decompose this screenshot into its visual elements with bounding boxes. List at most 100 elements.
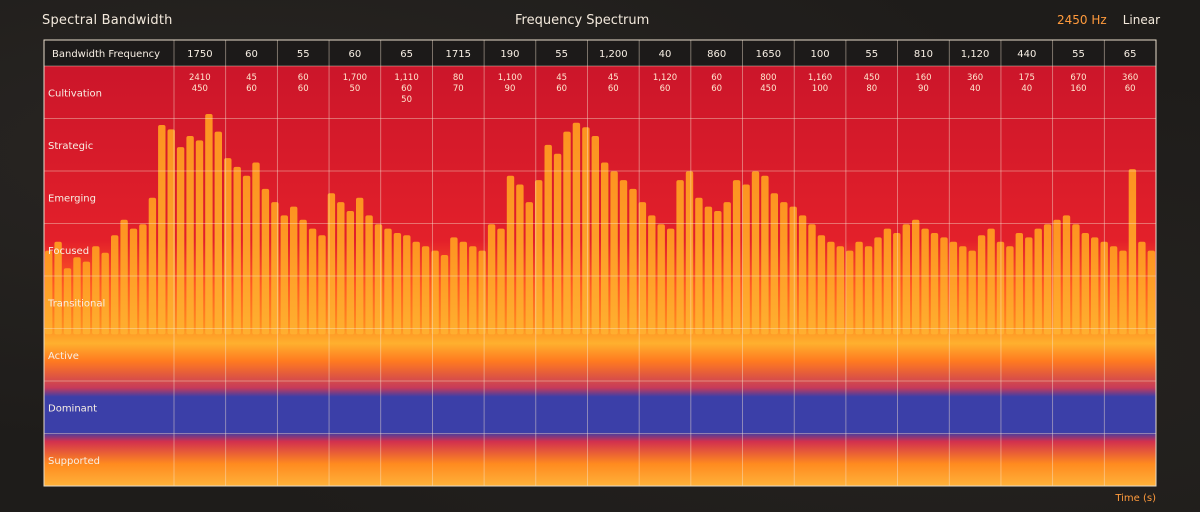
spectrum-bar — [261, 188, 270, 335]
top-right-controls: 2450 Hz Linear — [1057, 13, 1160, 27]
spectrum-bar — [1034, 228, 1042, 335]
cell-annotation: 175 — [1019, 73, 1035, 83]
spectrum-bar — [535, 180, 543, 335]
spectrum-bar — [563, 131, 571, 335]
spectrum-bar — [233, 166, 241, 335]
spectrum-bar — [403, 235, 411, 335]
spectrum-bar — [704, 206, 713, 335]
spectrum-bar — [195, 140, 204, 335]
row-label: Supported — [48, 456, 100, 467]
spectrum-bar — [864, 246, 873, 335]
spectrum-bar — [129, 228, 138, 335]
spectrum-bar — [497, 228, 505, 335]
spectrum-bar — [601, 162, 609, 335]
spectrum-bar — [883, 228, 892, 335]
bar-layer — [45, 114, 1155, 335]
spectrum-bar — [893, 233, 901, 335]
cell-annotation: 45 — [608, 73, 619, 83]
spectrum-bar — [252, 162, 260, 335]
cell-annotation: 60 — [556, 84, 567, 94]
cell-annotation: 40 — [1021, 84, 1032, 94]
spectrum-bar — [1015, 233, 1023, 335]
spectrum-bar — [290, 206, 298, 335]
cell-annotation: 60 — [711, 84, 722, 94]
cell-annotation: 50 — [401, 95, 412, 105]
spectrum-bar — [780, 202, 788, 335]
cell-annotation: 100 — [812, 84, 828, 94]
spectrum-bar — [591, 136, 599, 335]
cell-annotation: 60 — [246, 84, 257, 94]
spectrum-bar — [393, 233, 402, 335]
spectrum-bar — [1025, 237, 1033, 335]
cell-annotation: 50 — [349, 84, 360, 94]
column-header-label: 190 — [500, 49, 519, 60]
column-header-label: 860 — [707, 49, 726, 60]
spectrum-bar — [327, 193, 336, 335]
spectrum-bar — [158, 125, 166, 335]
chart-title-center: Frequency Spectrum — [515, 13, 650, 28]
spectrum-bar — [695, 197, 703, 335]
spectrum-bar — [384, 228, 392, 335]
cell-annotation: 70 — [453, 84, 464, 94]
spectrum-bar — [657, 224, 665, 335]
cell-annotation: 360 — [967, 73, 983, 83]
spectrum-bar — [82, 261, 91, 335]
spectrum-bar — [582, 127, 590, 335]
spectrum-bar — [1091, 237, 1099, 335]
spectrum-bar — [770, 193, 778, 335]
spectrum-bar — [667, 228, 675, 335]
cell-annotation: 1,100 — [498, 73, 522, 83]
cell-annotation: 450 — [192, 84, 208, 94]
spectrum-bar — [63, 268, 72, 335]
spectrum-bar — [638, 202, 647, 335]
spectrum-bar — [817, 235, 826, 335]
spectrum-bar — [1119, 250, 1127, 335]
spectrum-bar — [723, 202, 731, 335]
cell-annotation: 60 — [401, 84, 412, 94]
spectrum-bar — [648, 215, 656, 335]
spectrum-bar — [1053, 219, 1061, 335]
spectrum-bar — [318, 235, 326, 335]
row-label: Active — [48, 351, 79, 362]
spectrum-bar — [855, 241, 863, 335]
spectrum-bar — [751, 171, 760, 335]
spectrum-bar — [459, 241, 467, 335]
column-header-label: 65 — [1124, 49, 1137, 60]
spectrum-bar — [73, 257, 81, 335]
time-axis-label: Time (s) — [1115, 493, 1156, 504]
column-header-label: 1750 — [187, 49, 212, 60]
spectrum-bar — [874, 237, 882, 335]
spectrum-bar — [224, 158, 232, 335]
cell-annotation: 2410 — [189, 73, 211, 83]
frequency-readout: 2450 Hz — [1057, 13, 1107, 27]
spectrum-bar — [1043, 224, 1052, 335]
cell-annotation: 45 — [246, 73, 257, 83]
spectrum-bar — [544, 144, 552, 335]
spectrum-bar — [572, 122, 581, 335]
column-headers: Bandwidth Frequency 1750 60 55 60 65 1715 190 55… — [52, 49, 1137, 60]
cell-annotation: 60 — [711, 73, 722, 83]
cell-annotation: 60 — [298, 73, 309, 83]
cell-annotations: 2410450456060601,700501,110605080701,100… — [189, 73, 1138, 105]
cell-annotation: 450 — [760, 84, 776, 94]
cell-annotation: 60 — [298, 84, 309, 94]
spectrum-bar — [742, 184, 750, 335]
spectrum-bar — [280, 215, 288, 335]
spectrum-bar — [421, 246, 430, 335]
spectrum-bar — [996, 241, 1005, 335]
row-labels: Cultivation Strategic Emerging Focused Trans… — [47, 88, 105, 467]
cell-annotation: 670 — [1070, 73, 1086, 83]
spectrum-bar — [1109, 246, 1118, 335]
cell-annotation: 60 — [1125, 84, 1136, 94]
spectrum-bar — [506, 175, 515, 335]
cell-annotation: 450 — [864, 73, 880, 83]
spectrum-bar — [553, 153, 562, 335]
spectrum-bar — [469, 246, 477, 335]
cell-annotation: 360 — [1122, 73, 1138, 83]
column-header-label: 1,120 — [961, 49, 990, 60]
cell-annotation: 80 — [453, 73, 464, 83]
chart-title-left: Spectral Bandwidth — [42, 13, 173, 28]
cell-annotation: 40 — [970, 84, 981, 94]
row-label: Transitional — [47, 298, 105, 309]
